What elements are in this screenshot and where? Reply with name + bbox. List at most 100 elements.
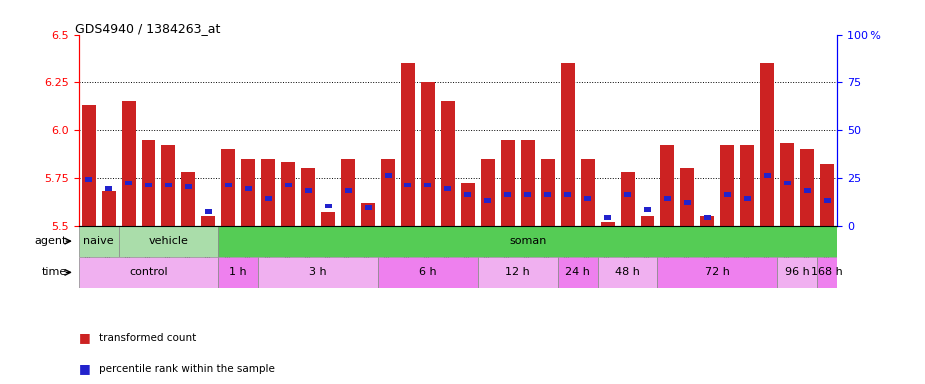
- Text: 168 h: 168 h: [811, 267, 843, 277]
- Text: 24 h: 24 h: [565, 267, 590, 277]
- Text: agent: agent: [35, 236, 68, 246]
- Bar: [621, 172, 635, 225]
- Bar: [444, 186, 451, 191]
- Bar: [500, 139, 514, 225]
- Bar: [341, 159, 355, 225]
- Bar: [644, 207, 651, 212]
- Bar: [181, 172, 195, 225]
- Bar: [165, 182, 172, 187]
- Text: ■: ■: [79, 331, 91, 344]
- Bar: [561, 63, 574, 225]
- Bar: [681, 168, 695, 225]
- Bar: [304, 188, 312, 193]
- Bar: [121, 101, 135, 225]
- Text: ■: ■: [79, 362, 91, 375]
- Bar: [302, 168, 315, 225]
- Bar: [481, 159, 495, 225]
- Bar: [524, 192, 531, 197]
- Bar: [541, 159, 555, 225]
- Bar: [325, 204, 332, 209]
- Bar: [760, 63, 774, 225]
- Bar: [265, 196, 272, 201]
- Bar: [125, 180, 132, 185]
- Text: 96 h: 96 h: [784, 267, 809, 277]
- Bar: [441, 101, 455, 225]
- Bar: [521, 139, 535, 225]
- Bar: [780, 143, 795, 225]
- Text: vehicle: vehicle: [149, 236, 189, 246]
- Bar: [800, 149, 814, 225]
- Bar: [598, 257, 658, 288]
- Bar: [258, 257, 378, 288]
- Bar: [218, 257, 258, 288]
- Bar: [425, 182, 431, 187]
- Bar: [660, 145, 674, 225]
- Text: percentile rank within the sample: percentile rank within the sample: [99, 364, 275, 374]
- Bar: [640, 216, 655, 225]
- Bar: [478, 257, 558, 288]
- Bar: [724, 192, 731, 197]
- Bar: [817, 257, 837, 288]
- Bar: [558, 257, 598, 288]
- Text: transformed count: transformed count: [99, 333, 196, 343]
- Bar: [245, 186, 252, 191]
- Bar: [378, 257, 478, 288]
- Bar: [79, 257, 218, 288]
- Bar: [684, 200, 691, 205]
- Bar: [504, 192, 512, 197]
- Bar: [221, 149, 235, 225]
- Bar: [285, 182, 291, 187]
- Bar: [79, 225, 118, 257]
- Bar: [261, 159, 276, 225]
- Bar: [162, 145, 176, 225]
- Bar: [345, 188, 352, 193]
- Bar: [204, 209, 212, 214]
- Bar: [241, 159, 255, 225]
- Text: naive: naive: [83, 236, 114, 246]
- Bar: [700, 216, 714, 225]
- Bar: [783, 180, 791, 185]
- Bar: [385, 173, 391, 178]
- Bar: [281, 162, 295, 225]
- Bar: [820, 164, 834, 225]
- Text: 12 h: 12 h: [505, 267, 530, 277]
- Text: 3 h: 3 h: [309, 267, 327, 277]
- Bar: [145, 182, 152, 187]
- Bar: [764, 173, 771, 178]
- Bar: [581, 159, 595, 225]
- Bar: [804, 188, 810, 193]
- Text: 48 h: 48 h: [615, 267, 640, 277]
- Bar: [364, 205, 372, 210]
- Text: time: time: [42, 267, 68, 277]
- Text: control: control: [130, 267, 167, 277]
- Bar: [544, 192, 551, 197]
- Bar: [564, 192, 571, 197]
- Bar: [404, 182, 412, 187]
- Bar: [218, 225, 837, 257]
- Text: 1 h: 1 h: [229, 267, 247, 277]
- Bar: [421, 82, 435, 225]
- Bar: [485, 198, 491, 203]
- Bar: [777, 257, 817, 288]
- Bar: [202, 216, 216, 225]
- Bar: [658, 257, 777, 288]
- Bar: [600, 222, 614, 225]
- Text: GDS4940 / 1384263_at: GDS4940 / 1384263_at: [75, 22, 220, 35]
- Text: soman: soman: [509, 236, 547, 246]
- Bar: [381, 159, 395, 225]
- Bar: [584, 196, 591, 201]
- Bar: [401, 63, 415, 225]
- Bar: [225, 182, 232, 187]
- Bar: [664, 196, 671, 201]
- Bar: [321, 212, 335, 225]
- Bar: [118, 225, 218, 257]
- Bar: [823, 198, 831, 203]
- Bar: [604, 215, 611, 220]
- Bar: [744, 196, 751, 201]
- Bar: [361, 203, 375, 225]
- Bar: [85, 177, 92, 182]
- Bar: [102, 191, 116, 225]
- Bar: [461, 184, 475, 225]
- Bar: [464, 192, 472, 197]
- Bar: [704, 215, 711, 220]
